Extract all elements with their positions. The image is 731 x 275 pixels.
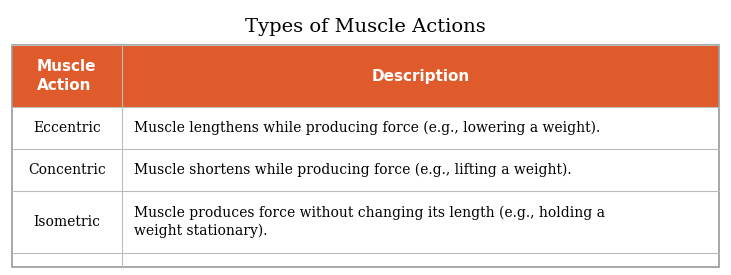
Bar (12, 191, 121, 253)
Bar (12, 149, 121, 191)
Text: Description: Description (371, 68, 469, 84)
Bar (12, 45, 719, 267)
Text: Muscle
Action: Muscle Action (37, 59, 96, 93)
Text: Isometric: Isometric (34, 215, 100, 229)
Text: Eccentric: Eccentric (33, 121, 101, 135)
Bar (12, 45, 121, 107)
Text: Muscle produces force without changing its length (e.g., holding a
weight statio: Muscle produces force without changing i… (134, 206, 605, 238)
Bar (121, 45, 719, 107)
Text: Muscle shortens while producing force (e.g., lifting a weight).: Muscle shortens while producing force (e… (134, 163, 571, 177)
Bar (121, 191, 719, 253)
Bar (121, 149, 719, 191)
Text: Types of Muscle Actions: Types of Muscle Actions (245, 18, 486, 36)
Bar (121, 107, 719, 149)
Bar (12, 107, 121, 149)
Text: Muscle lengthens while producing force (e.g., lowering a weight).: Muscle lengthens while producing force (… (134, 121, 600, 135)
Text: Concentric: Concentric (28, 163, 106, 177)
